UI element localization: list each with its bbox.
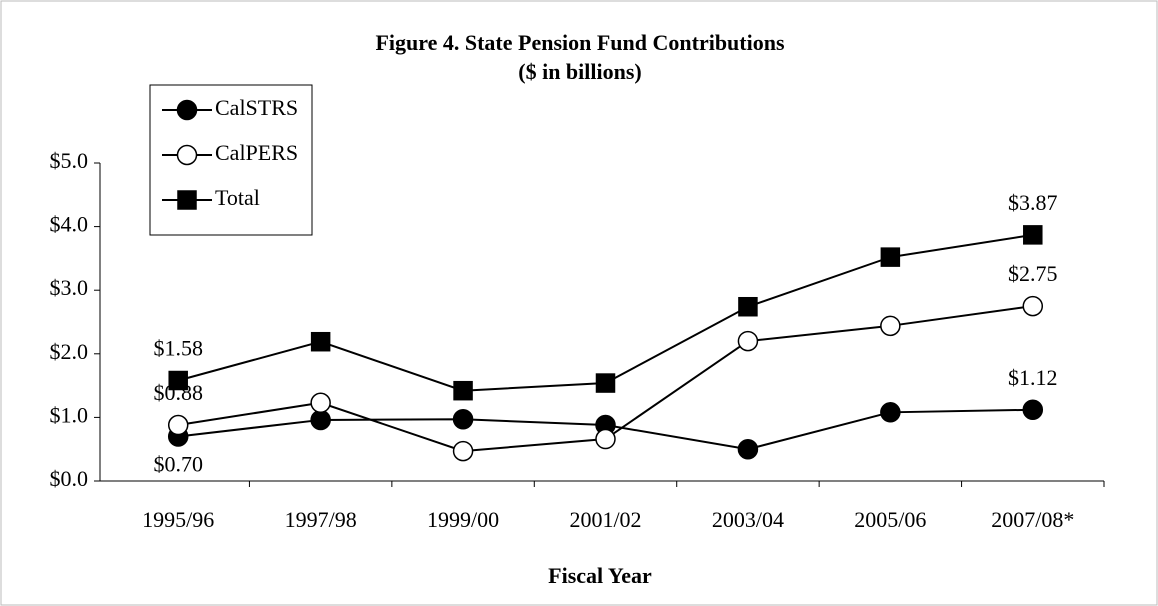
x-tick-label: 1995/96: [142, 507, 214, 532]
data-label: $1.58: [153, 336, 203, 361]
y-tick-label: $0.0: [50, 466, 89, 491]
x-tick-label: 2001/02: [569, 507, 641, 532]
legend-marker: [177, 190, 197, 210]
x-tick-label: 2007/08*: [991, 507, 1074, 532]
data-point: [738, 296, 758, 317]
legend-marker: [176, 144, 198, 166]
data-point: [595, 373, 616, 393]
legend-label: CalPERS: [215, 140, 298, 165]
data-point: [167, 414, 189, 436]
x-tick-label: 2003/04: [712, 507, 784, 532]
x-axis-title: Fiscal Year: [548, 563, 652, 588]
x-tick-label: 1997/98: [285, 507, 357, 532]
chart-title: Figure 4. State Pension Fund Contributio…: [375, 30, 785, 55]
data-point: [310, 331, 331, 352]
data-point: [880, 247, 901, 267]
data-point: [310, 392, 331, 414]
data-point: [453, 380, 473, 401]
data-label: $3.87: [1008, 190, 1058, 215]
y-tick-label: $3.0: [50, 275, 89, 300]
legend-label: Total: [215, 185, 260, 210]
data-point: [595, 428, 616, 450]
y-tick-label: $5.0: [50, 148, 89, 173]
data-point: [880, 402, 901, 423]
data-point: [1022, 399, 1044, 421]
legend-marker: [176, 99, 198, 121]
data-point: [880, 315, 901, 337]
y-tick-label: $2.0: [50, 339, 89, 364]
data-point: [1022, 295, 1044, 317]
chart-subtitle: ($ in billions): [518, 59, 641, 84]
data-label: $0.70: [153, 452, 203, 477]
y-tick-label: $4.0: [50, 212, 89, 237]
y-tick-label: $1.0: [50, 402, 89, 427]
data-label: $1.12: [1008, 365, 1058, 390]
data-point: [452, 440, 474, 462]
data-point: [168, 370, 188, 391]
x-tick-label: 1999/00: [427, 507, 499, 532]
data-point: [452, 409, 474, 430]
x-tick-label: 2005/06: [854, 507, 926, 532]
data-point: [1023, 225, 1043, 245]
data-point: [310, 409, 331, 431]
data-point: [737, 438, 759, 460]
data-point: [737, 330, 759, 352]
legend-label: CalSTRS: [215, 95, 298, 120]
data-label: $2.75: [1008, 261, 1058, 286]
